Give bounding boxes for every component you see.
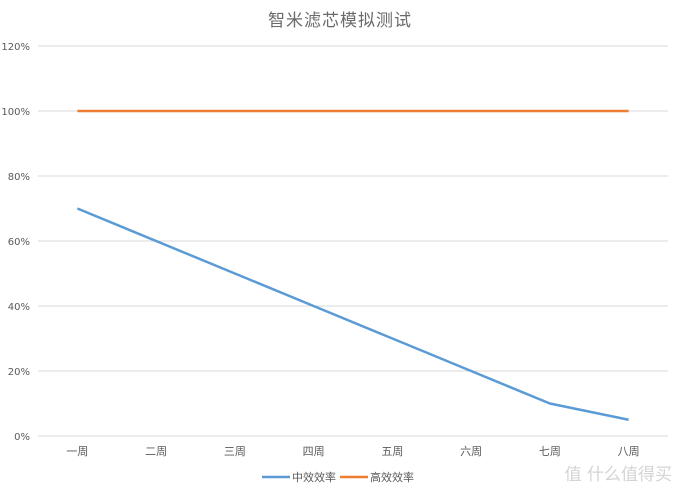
gridlines [38, 45, 668, 437]
y-tick-label: 20% [8, 367, 30, 378]
y-tick-label: 60% [8, 237, 30, 248]
watermark: 值 什么值得买 [564, 465, 672, 485]
series-line [76, 207, 629, 421]
y-tick-label: 120% [1, 42, 30, 53]
series-lines [76, 109, 629, 421]
legend-label: 高效效率 [370, 470, 414, 484]
y-tick-label: 100% [1, 107, 30, 118]
x-tick-label: 七周 [539, 445, 561, 458]
y-tick-label: 0% [14, 432, 30, 443]
x-tick-label: 四周 [303, 445, 325, 458]
x-tick-label: 二周 [145, 445, 167, 458]
y-tick-label: 80% [8, 172, 30, 183]
legend-label: 中效效率 [292, 470, 336, 484]
x-tick-label: 三周 [224, 445, 246, 458]
x-tick-label: 五周 [381, 445, 403, 458]
y-axis-labels: 0% 20% 40% 60% 80% 100% 120% [1, 42, 30, 443]
x-tick-label: 八周 [618, 445, 640, 458]
chart-title: 智米滤芯模拟测试 [268, 11, 412, 31]
x-axis-labels: 一周 二周 三周 四周 五周 六周 七周 八周 [66, 445, 639, 458]
y-tick-label: 40% [8, 302, 30, 313]
x-tick-label: 六周 [460, 445, 482, 458]
legend: 中效效率 高效效率 [262, 470, 414, 484]
x-tick-label: 一周 [66, 445, 88, 458]
